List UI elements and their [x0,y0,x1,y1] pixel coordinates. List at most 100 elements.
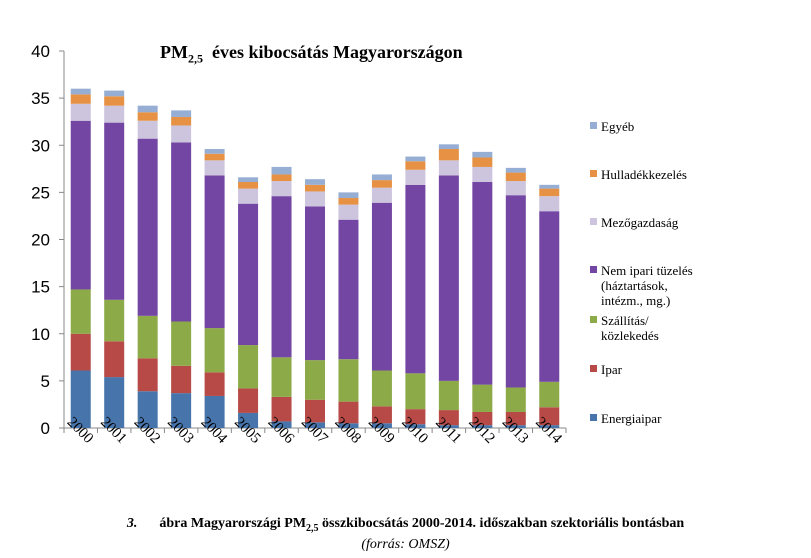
figure-source: (forrás: OMSZ) [361,537,450,552]
bar-segment [104,122,125,300]
y-tick-label: 40 [31,42,50,61]
bar-segment [70,94,91,104]
bar-segment [171,142,192,322]
bar-segment [305,191,325,207]
y-tick-label: 15 [31,278,50,297]
x-tick-label: 2004 [198,414,231,447]
bar-segment [204,328,225,373]
bar-segment [238,345,259,389]
bar-segment [104,299,125,342]
bar-segment [204,175,225,329]
bar-segment [405,184,426,374]
bar-segment [104,377,125,428]
bar-segment [539,188,560,197]
x-tick-label: 2012 [465,414,498,447]
bar-segment [305,206,325,361]
bar-segment [338,198,359,205]
bar-segment [271,181,292,197]
legend-label: Mezőgazdaság [601,215,679,230]
bar-segment [238,177,259,183]
bar-segment [305,184,325,192]
caption-text-before: ábra Magyarországi PM [159,516,307,531]
bar-segment [104,341,125,378]
bar-segment [137,138,158,316]
bar-segment [204,395,225,428]
legend-swatch [590,316,597,323]
bar-segment [70,289,91,334]
x-tick-label: 2011 [432,415,464,447]
bar-segment [472,151,493,158]
chart-title: PM2,5 éves kibocsátás Magyarországon [160,42,463,67]
bar-segment [539,211,560,382]
bar-segment [438,380,459,411]
legend-label: (háztartások, [601,278,668,293]
x-tick-label: 2010 [398,414,431,447]
bar-segment [371,174,392,181]
y-tick-label: 10 [31,325,50,344]
x-tick-label: 2008 [331,414,364,447]
x-tick-label: 2007 [298,414,331,447]
x-tick-label: 2006 [264,414,297,447]
caption-subscript: 2,5 [306,522,319,534]
bar-segment [338,192,359,199]
legend-label: Ipar [601,362,623,377]
bar-segment [338,359,359,402]
bar-segment [204,160,225,176]
bar-segment [70,88,91,95]
bar-segment [104,96,125,106]
bar-segment [405,161,426,170]
legend-label: Nem ipari tüzelés [601,263,693,278]
bar-segment [371,406,392,424]
bar-segment [104,105,125,123]
chart-title-rest: éves kibocsátás Magyarországon [211,42,463,62]
bar-segment [371,187,392,203]
bar-segment [405,156,426,162]
bar-segment [472,182,493,385]
bar-segment [438,144,459,150]
bar-segment [539,425,560,428]
legend-label: Szállítás/ [601,313,649,328]
bar-segment [505,387,526,412]
bar-segment [238,388,259,413]
bar-segment [271,421,292,428]
bar-segment [405,424,426,428]
x-tick-label: 2014 [532,414,565,447]
legend-label: intézm., mg.) [601,293,670,308]
y-tick-label: 30 [31,136,50,155]
y-tick-label: 35 [31,89,50,108]
bar-segment [271,196,292,358]
bar-segment [438,149,459,161]
chart-title-subscript: 2,5 [187,51,203,66]
bar-segment [338,423,359,428]
bar-segment [472,411,493,426]
bar-segment [204,372,225,396]
bar-segment [505,181,526,196]
chart-figure: PM2,5 éves kibocsátás Magyarországon 0 5 1… [31,42,693,447]
bar-segment [137,315,158,359]
caption-number: 3. [126,516,138,531]
bar-segment [371,202,392,371]
caption-text-after: összkibocsátás 2000-2014. időszakban sze… [318,516,685,531]
bar-segment [539,407,560,426]
bar-segment [338,401,359,424]
bar-segment [371,423,392,428]
x-tick-label: 2001 [97,414,130,447]
bar-segment [271,396,292,422]
bar-segment [171,321,192,366]
bar-segment [505,195,526,388]
bar-segment [137,105,158,113]
bar-segment [338,219,359,360]
x-tick-label: 2009 [365,414,398,447]
bar-segment [137,391,158,428]
bar-segment [70,120,91,290]
bar-segment [171,110,192,117]
x-tick-label: 2005 [231,414,264,447]
legend-label: Egyéb [601,119,634,134]
bar-segment [238,182,259,189]
bar-segment [338,204,359,220]
x-tick-label: 2002 [131,414,164,447]
y-tick-label: 5 [41,372,50,391]
bar-segment [505,167,526,173]
bar-segment [271,166,292,175]
bar-segment [204,153,225,161]
